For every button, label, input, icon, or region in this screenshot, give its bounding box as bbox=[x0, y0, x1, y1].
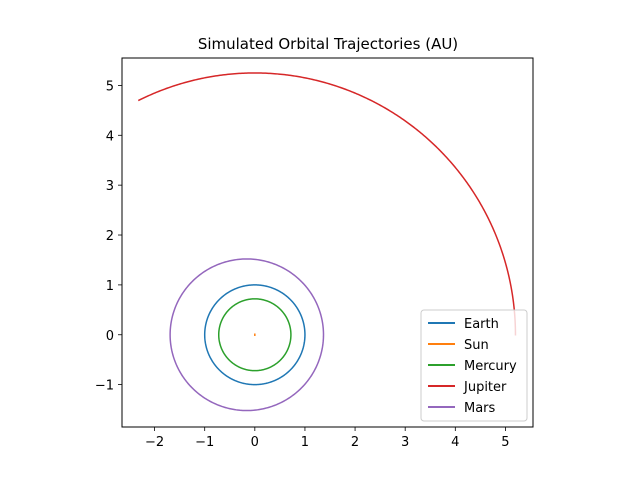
y-tick-label: 5 bbox=[106, 79, 114, 94]
legend-label-jupiter: Jupiter bbox=[463, 380, 507, 395]
series-line-mars bbox=[169, 258, 325, 412]
legend-label-earth: Earth bbox=[464, 317, 499, 332]
y-tick-label: 0 bbox=[106, 329, 114, 344]
x-tick-label: 5 bbox=[501, 435, 509, 450]
x-tick-label: 1 bbox=[301, 435, 309, 450]
legend: Earth Sun Mercury Jupiter Mars bbox=[420, 309, 528, 422]
x-tick-label: 2 bbox=[351, 435, 359, 450]
series-layer bbox=[137, 72, 517, 412]
x-tick-label: 3 bbox=[401, 435, 409, 450]
y-tick-label: −1 bbox=[95, 379, 114, 394]
x-tick-label: 0 bbox=[251, 435, 259, 450]
series-line-mercury bbox=[217, 298, 292, 372]
x-tick-label: 4 bbox=[451, 435, 459, 450]
y-tick-label: 3 bbox=[106, 179, 114, 194]
chart-title: Simulated Orbital Trajectories (AU) bbox=[198, 35, 458, 53]
x-tick-label: −1 bbox=[195, 435, 214, 450]
x-tick-label: −2 bbox=[145, 435, 164, 450]
y-tick-label: 4 bbox=[106, 129, 114, 144]
legend-label-sun: Sun bbox=[464, 338, 489, 353]
y-tick-label: 2 bbox=[106, 229, 114, 244]
y-tick-label: 1 bbox=[106, 279, 114, 294]
x-axis: −2 −1 0 1 2 3 4 5 bbox=[145, 427, 510, 450]
legend-label-mars: Mars bbox=[464, 401, 496, 416]
legend-label-mercury: Mercury bbox=[464, 359, 517, 374]
y-axis: −1 0 1 2 3 4 5 bbox=[95, 79, 122, 394]
plot-frame bbox=[121, 57, 534, 428]
legend-box bbox=[420, 309, 528, 422]
series-line-earth bbox=[203, 284, 306, 386]
series-line-jupiter bbox=[137, 72, 517, 336]
